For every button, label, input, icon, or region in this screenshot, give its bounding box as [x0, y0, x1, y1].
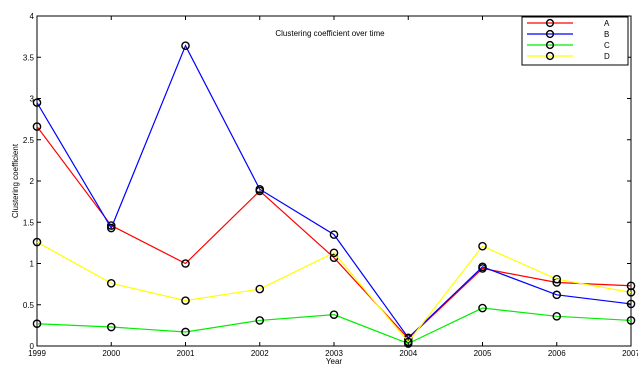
y-tick-label: 1.5	[23, 218, 35, 227]
legend-label: D	[604, 52, 610, 61]
x-tick-label: 2000	[102, 349, 120, 358]
data-point	[552, 311, 562, 321]
data-point	[552, 290, 562, 300]
x-tick-label: 2004	[399, 349, 417, 358]
legend-marker	[545, 29, 555, 39]
x-tick-label: 2001	[177, 349, 195, 358]
data-point	[478, 241, 487, 251]
data-point	[106, 278, 116, 288]
x-tick-label: 2002	[251, 349, 269, 358]
series-line	[36, 241, 632, 343]
data-point	[181, 259, 190, 268]
data-point	[626, 299, 636, 309]
data-point	[255, 284, 265, 294]
legend-label: C	[604, 41, 610, 50]
data-point	[181, 41, 190, 51]
y-axis-label: Clustering coefficient	[11, 143, 20, 218]
legend-box	[521, 16, 629, 66]
data-point	[255, 316, 265, 325]
data-point	[255, 184, 265, 194]
y-tick-label: 0	[30, 342, 35, 351]
legend-marker	[545, 18, 555, 28]
data-point	[478, 303, 487, 313]
series-layer	[32, 41, 636, 348]
legend-entry: D	[527, 51, 610, 61]
y-tick-label: 3	[30, 95, 35, 104]
data-point	[329, 310, 339, 319]
legend-label: A	[604, 19, 610, 28]
data-point	[32, 98, 42, 107]
x-tick-label: 2006	[548, 349, 566, 358]
data-point	[181, 327, 190, 337]
y-axis-ticks: 0 0.5 1 1.5 2 2.5 3 3.5 4	[23, 12, 631, 351]
legend-entry: C	[527, 40, 610, 50]
legend-marker	[545, 51, 555, 61]
legend-entry: B	[527, 29, 609, 39]
legend-entry: A	[527, 18, 610, 28]
x-axis-label: Year	[326, 357, 343, 365]
series-line	[36, 44, 632, 339]
data-point	[32, 237, 42, 247]
data-point	[32, 122, 42, 131]
data-point	[478, 262, 487, 272]
data-point	[32, 319, 42, 329]
data-point	[106, 322, 116, 332]
data-point	[329, 248, 339, 258]
series-D	[32, 237, 636, 347]
chart-title: Clustering coefficient over time	[275, 29, 385, 38]
x-tick-label: 1999	[28, 349, 46, 358]
x-tick-label: 2007	[622, 349, 638, 358]
data-point	[181, 296, 190, 305]
legend-label: B	[604, 30, 609, 39]
series-line	[36, 307, 632, 345]
y-tick-label: 2	[30, 177, 35, 186]
legend-marker	[545, 40, 555, 50]
y-tick-label: 1	[30, 260, 35, 269]
data-point	[552, 274, 562, 284]
y-tick-label: 4	[30, 12, 35, 21]
y-tick-label: 3.5	[23, 53, 35, 62]
data-point	[329, 230, 339, 239]
x-tick-label: 2003	[325, 349, 343, 358]
series-line	[36, 126, 632, 340]
data-point	[626, 288, 636, 297]
y-tick-label: 2.5	[23, 136, 35, 145]
data-point	[626, 316, 636, 325]
data-point	[106, 223, 116, 233]
plot-area	[36, 15, 632, 347]
y-tick-label: 0.5	[23, 301, 35, 310]
x-tick-label: 2005	[474, 349, 492, 358]
series-C	[32, 303, 636, 348]
